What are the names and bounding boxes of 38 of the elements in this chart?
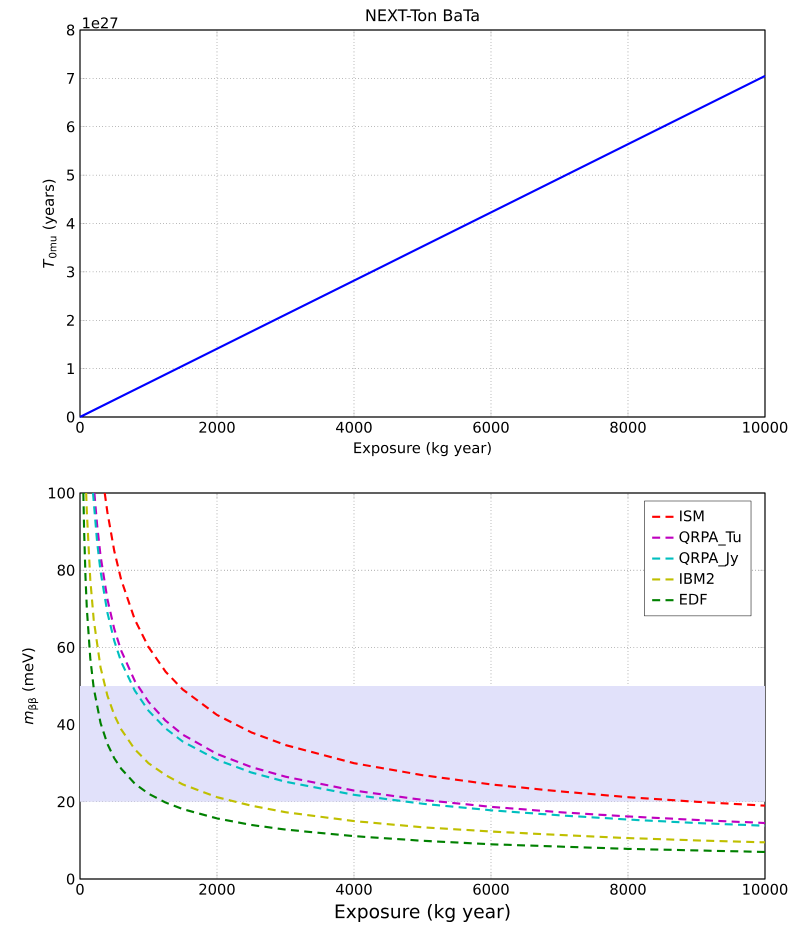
y-tick-label: 6 — [66, 121, 74, 132]
y-tick-label: 100 — [48, 487, 74, 499]
y-tick-label: 0 — [66, 411, 74, 423]
y-tick-label: 7 — [67, 73, 74, 84]
x-tick-label: 10000 — [743, 422, 788, 433]
y-tick-label: 20 — [58, 796, 74, 808]
legend-label: QRPA_Tu — [679, 531, 740, 546]
y-axis-title: m$_{ββ}$ (meV) — [22, 648, 38, 724]
y-tick-label: 4 — [66, 218, 74, 229]
x-tick-label: 6000 — [473, 422, 509, 433]
y-tick-label: 8 — [66, 24, 74, 36]
x-tick-label: 8000 — [610, 884, 646, 895]
y-tick-label: 5 — [67, 170, 74, 181]
y-axis-title: T$_{0mu}$ (years) — [42, 180, 57, 268]
y-tick-label: 0 — [66, 873, 74, 885]
x-axis-title: Exposure (kg year) — [354, 442, 491, 456]
x-tick-label: 4000 — [336, 884, 372, 895]
y-tick-label: 2 — [67, 314, 74, 326]
x-tick-label: 8000 — [610, 422, 646, 433]
legend-label: QRPA_Jy — [679, 552, 738, 566]
legend-label: EDF — [680, 594, 707, 605]
x-tick-label: 10000 — [743, 884, 788, 895]
y-tick-label: 80 — [58, 564, 74, 576]
chart-title: NEXT-Ton BaTa — [366, 9, 479, 22]
x-tick-label: 0 — [76, 422, 84, 433]
y-tick-label: 3 — [67, 266, 74, 278]
x-tick-label: 0 — [76, 884, 84, 895]
text: 1e27 — [83, 17, 118, 28]
x-tick-label: 2000 — [199, 884, 235, 895]
y-tick-label: 40 — [57, 719, 74, 730]
x-tick-label: 4000 — [336, 422, 372, 433]
x-tick-label: 6000 — [473, 884, 509, 895]
x-axis-title: Exposure (kg year) — [336, 904, 510, 922]
y-tick-label: 1 — [68, 363, 74, 374]
y-tick-label: 60 — [58, 642, 74, 653]
legend-label: ISM — [680, 510, 704, 522]
x-tick-label: 2000 — [199, 422, 235, 433]
legend-label: IBM2 — [680, 572, 714, 584]
